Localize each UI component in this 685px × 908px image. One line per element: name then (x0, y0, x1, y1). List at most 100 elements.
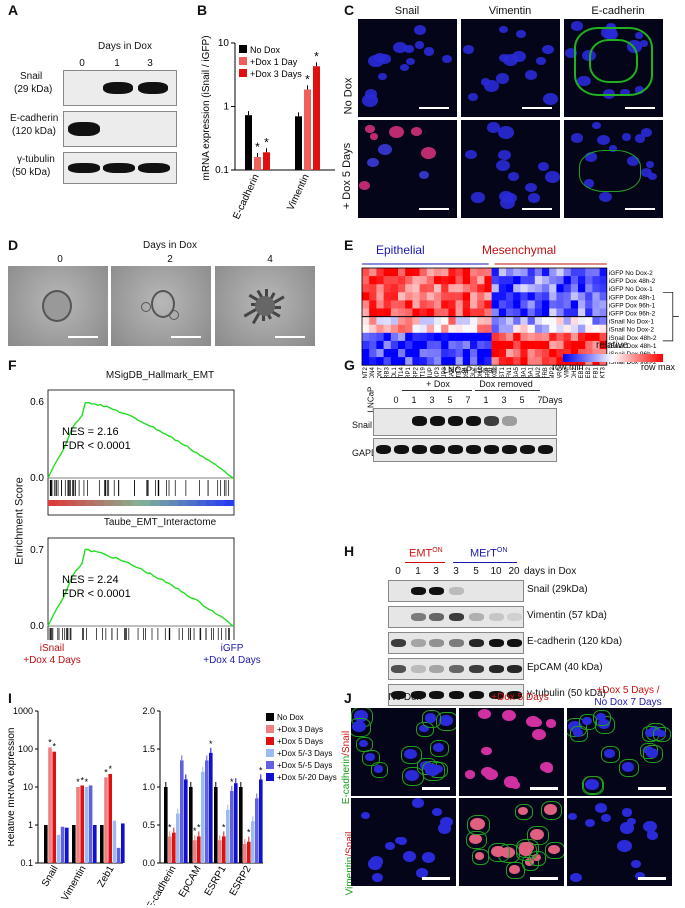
heat-cell (398, 276, 406, 285)
heat-cell (570, 324, 579, 334)
heat-cell (491, 349, 500, 358)
heat-cell (498, 292, 507, 301)
rank-gradient (224, 500, 235, 506)
heat-cell (520, 276, 528, 285)
bar (214, 787, 218, 863)
heat-cell (362, 300, 370, 309)
h-lane: 10 (490, 566, 502, 577)
x-tick-label: E-cadherin (231, 173, 261, 221)
heat-cell (448, 349, 456, 358)
heat-cell (506, 332, 514, 342)
heat-cell (534, 316, 543, 325)
band (429, 613, 444, 621)
heat-cell (520, 349, 528, 358)
heat-cell (455, 332, 464, 342)
heat-cell (542, 268, 550, 277)
a-blot-ecad (63, 111, 177, 147)
heat-cell (534, 340, 543, 350)
band (484, 416, 499, 426)
heat-cell (585, 268, 593, 277)
gene-label: COL5A1 (529, 367, 535, 378)
heat-cell (491, 324, 500, 334)
rank-gradient (57, 500, 68, 506)
heat-cell (513, 332, 521, 342)
bar (304, 89, 311, 170)
heat-cell (520, 332, 528, 342)
heat-cell (599, 284, 608, 293)
e-scale-bar (563, 354, 663, 362)
gene-label: OVOL1 (392, 367, 398, 378)
heat-cell (405, 340, 413, 350)
heat-cell (513, 308, 521, 317)
heat-cell (491, 332, 500, 342)
heat-cell (390, 316, 399, 325)
h-mert-text: MErT (470, 547, 497, 560)
heat-cell (484, 324, 492, 334)
legend-swatch (266, 761, 274, 769)
h-row-label: E-cadherin (120 kDa) (527, 636, 623, 647)
heat-cell (513, 268, 521, 277)
heat-cell (556, 340, 564, 350)
heat-cell (448, 324, 456, 334)
nes-label: NES = 2.24 (62, 574, 119, 586)
bar (243, 844, 247, 863)
heat-cell (599, 308, 608, 317)
heat-cell (498, 276, 507, 285)
heat-cell (549, 332, 557, 342)
a-row-name: E-cadherin (10, 113, 59, 124)
heat-cell (578, 292, 586, 301)
heat-cell (369, 357, 377, 366)
legend-swatch (266, 773, 274, 781)
heat-cell (434, 284, 442, 293)
heat-cell (426, 300, 435, 309)
heat-cell (585, 276, 593, 285)
heat-cell (513, 357, 521, 366)
heat-cell (419, 316, 428, 325)
heat-cell (455, 308, 464, 317)
heat-cell (405, 268, 413, 277)
bar (176, 813, 180, 863)
rank-gradient (215, 500, 226, 506)
legend-swatch (239, 69, 247, 77)
panel-label-g: G (344, 357, 355, 373)
h-lane: 20 (508, 566, 520, 577)
rank-gradient (196, 500, 207, 506)
heat-cell (419, 300, 428, 309)
h-lane: 5 (473, 566, 479, 577)
heat-cell (578, 300, 586, 309)
heat-cell (390, 292, 399, 301)
heat-cell (542, 357, 550, 366)
rank-gradient (85, 500, 95, 506)
heat-cell (477, 324, 485, 334)
micrograph (564, 120, 663, 218)
heat-cell (570, 276, 579, 285)
heat-cell (376, 300, 384, 309)
heat-cell (599, 349, 608, 358)
heat-cell (592, 332, 600, 342)
heat-cell (520, 300, 528, 309)
g-lane: 3 (429, 395, 435, 405)
dic-image (111, 266, 211, 346)
heat-cell (527, 349, 536, 358)
heat-cell (419, 357, 428, 366)
significance-star: * (305, 73, 310, 87)
heat-cell (578, 349, 586, 358)
heat-cell (491, 340, 500, 350)
heat-cell (484, 292, 492, 301)
heat-cell (578, 276, 586, 285)
tick-label: 2.0 (142, 706, 155, 716)
heat-cell (563, 268, 572, 277)
gene-label: FOXC2 (493, 367, 499, 378)
gene-label: ZEB2 (586, 367, 592, 378)
heat-cell (362, 324, 370, 334)
h-line (453, 562, 517, 563)
heat-cell (549, 349, 557, 358)
heat-cell (585, 284, 593, 293)
heat-cell (520, 268, 528, 277)
significance-star: * (222, 822, 226, 832)
band (507, 613, 522, 621)
g-lane: 0 (393, 395, 399, 405)
heat-cell (405, 349, 413, 358)
heat-cell (549, 276, 557, 285)
significance-star: * (230, 777, 234, 787)
